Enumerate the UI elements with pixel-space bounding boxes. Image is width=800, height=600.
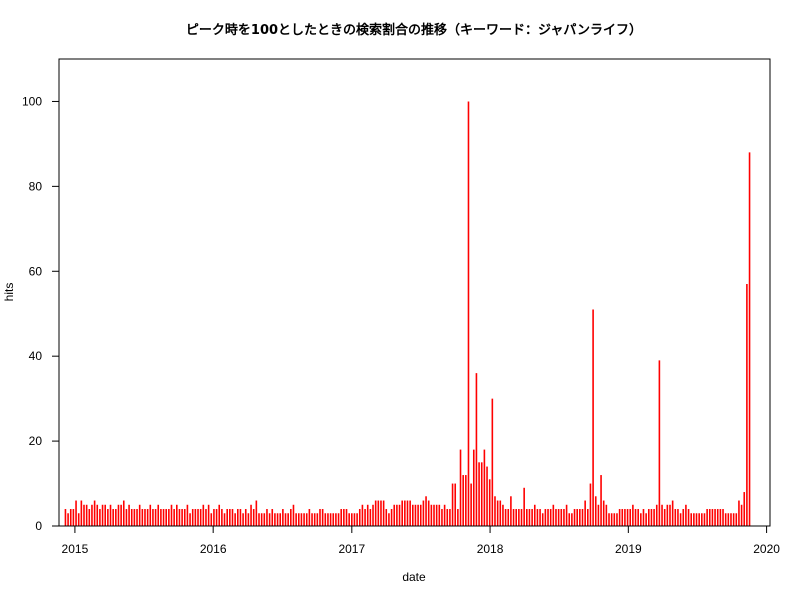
y-tick-label: 0 bbox=[35, 519, 42, 533]
y-tick-label: 100 bbox=[22, 94, 42, 108]
y-tick-label: 40 bbox=[29, 349, 43, 363]
plot-frame bbox=[58, 58, 771, 527]
chart-title: ピーク時を100としたときの検索割合の推移（キーワード：ジャパンライフ） bbox=[186, 22, 642, 38]
x-tick-label: 2017 bbox=[338, 542, 365, 556]
x-axis: 2015 2016 2017 2018 2019 2020 bbox=[62, 525, 780, 556]
x-tick-label: 2020 bbox=[753, 542, 780, 556]
y-axis: 0 20 40 60 80 100 bbox=[22, 94, 60, 533]
y-axis-label: hits bbox=[2, 283, 16, 302]
x-tick-label: 2016 bbox=[200, 542, 227, 556]
x-tick-label: 2019 bbox=[615, 542, 642, 556]
bar-series bbox=[64, 101, 751, 526]
x-tick-label: 2018 bbox=[477, 542, 504, 556]
y-tick-label: 60 bbox=[29, 264, 43, 278]
y-tick-label: 80 bbox=[29, 179, 43, 193]
x-tick-label: 2015 bbox=[62, 542, 89, 556]
x-axis-label: date bbox=[402, 570, 426, 584]
y-tick-label: 20 bbox=[29, 434, 43, 448]
